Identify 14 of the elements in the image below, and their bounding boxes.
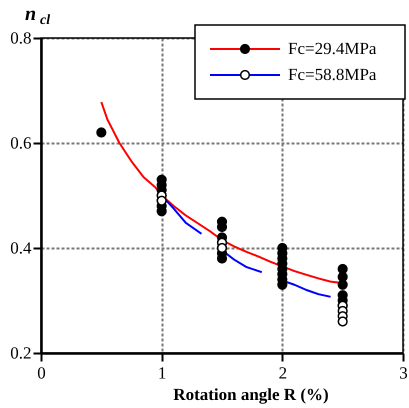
y-tick-label: 0.6 xyxy=(10,134,32,152)
point xyxy=(96,127,106,138)
point xyxy=(338,280,348,290)
point xyxy=(338,316,348,327)
x-tick-label: 3 xyxy=(399,364,408,382)
legend-label: Fc=29.4MPa xyxy=(288,39,377,58)
x-tick-label: 2 xyxy=(278,364,288,382)
y-tick-label: 0.8 xyxy=(10,28,32,48)
legend-label: Fc=58.8MPa xyxy=(288,65,377,84)
x-tick-label: 1 xyxy=(158,364,166,382)
y-tick-label: 0.4 xyxy=(10,238,32,258)
x-tick-label: 0 xyxy=(37,364,46,382)
y-tick-label: 0.2 xyxy=(10,344,32,362)
x-axis-title: Rotation angle R (%) xyxy=(173,385,329,404)
